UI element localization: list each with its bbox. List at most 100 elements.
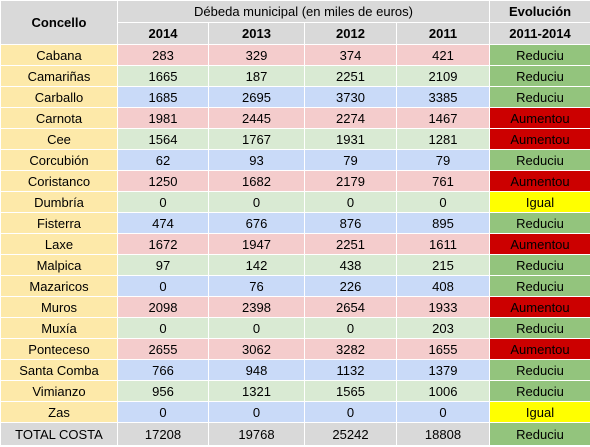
debt-value-cell: 1321 — [208, 380, 305, 402]
table-row: Coristanco 1250 1682 2179 761 Aumentou — [0, 170, 590, 192]
debt-value-cell: 0 — [208, 191, 305, 213]
debt-value-cell: 0 — [304, 317, 397, 339]
debt-value-cell: 1564 — [117, 128, 209, 150]
table-row: Ponteceso 2655 3062 3282 1655 Aumentou — [0, 338, 590, 360]
debt-value-cell: 0 — [395, 401, 491, 423]
debt-value-cell: 142 — [208, 254, 305, 276]
debt-value-cell: 1611 — [395, 233, 491, 255]
debt-value-cell: 1132 — [304, 359, 397, 381]
evolucion-cell: Aumentou — [489, 170, 590, 192]
concello-name: Zas — [0, 401, 118, 423]
debt-value-cell: 0 — [208, 317, 305, 339]
year-header: 2014 — [117, 22, 209, 45]
table-body: Cabana 283 329 374 421 Reduciu Camariñas 1665 18… — [0, 44, 590, 446]
concello-name: Dumbría — [0, 191, 118, 213]
debt-value-cell: 62 — [117, 149, 209, 171]
debt-value-cell: 0 — [304, 401, 397, 423]
debt-value-cell: 1467 — [395, 107, 491, 129]
evolucion-cell: Aumentou — [489, 338, 590, 360]
debt-value-cell: 761 — [395, 170, 491, 192]
evolucion-cell: Reduciu — [489, 212, 590, 234]
year-header: 2011 — [395, 22, 491, 45]
debt-value-cell: 97 — [117, 254, 209, 276]
table-row: Dumbría 0 0 0 0 Igual — [0, 191, 590, 213]
debt-value-cell: 2655 — [117, 338, 209, 360]
debt-value-cell: 1281 — [395, 128, 491, 150]
debt-value-cell: 3730 — [304, 86, 397, 108]
concello-name: Santa Comba — [0, 359, 118, 381]
debt-value-cell: 187 — [208, 65, 305, 87]
evolucion-cell: Reduciu — [489, 275, 590, 297]
debt-value-cell: 0 — [117, 275, 209, 297]
debt-value-cell: 438 — [304, 254, 397, 276]
evolucion-cell: Aumentou — [489, 107, 590, 129]
debt-value-cell: 0 — [208, 401, 305, 423]
debt-value-cell: 766 — [117, 359, 209, 381]
total-label: TOTAL COSTA — [0, 422, 118, 446]
table-row: Fisterra 474 676 876 895 Reduciu — [0, 212, 590, 234]
debt-value-cell: 3062 — [208, 338, 305, 360]
debt-value-cell: 93 — [208, 149, 305, 171]
year-header: 2012 — [304, 22, 397, 45]
concello-name: Carnota — [0, 107, 118, 129]
evolucion-cell: Reduciu — [489, 86, 590, 108]
table-row: Carballo 1685 2695 3730 3385 Reduciu — [0, 86, 590, 108]
debt-value-cell: 2251 — [304, 65, 397, 87]
evolucion-range-header: 2011-2014 — [489, 22, 590, 45]
debt-value-cell: 203 — [395, 317, 491, 339]
debt-value-cell: 2445 — [208, 107, 305, 129]
evolucion-cell: Aumentou — [489, 233, 590, 255]
evolucion-cell: Igual — [489, 401, 590, 423]
total-row: TOTAL COSTA 17208 19768 25242 18808 Reduciu — [0, 422, 590, 446]
debt-value-cell: 948 — [208, 359, 305, 381]
evolucion-cell: Aumentou — [489, 296, 590, 318]
total-value-cell: 18808 — [395, 422, 491, 446]
table-row: Laxe 1672 1947 2251 1611 Aumentou — [0, 233, 590, 255]
total-value-cell: 17208 — [117, 422, 209, 446]
header-row-years: 2014 2013 2012 2011 2011-2014 — [1, 22, 590, 45]
debt-value-cell: 1685 — [117, 86, 209, 108]
table-row: Santa Comba 766 948 1132 1379 Reduciu — [0, 359, 590, 381]
debt-value-cell: 421 — [395, 44, 491, 66]
concello-name: Ponteceso — [0, 338, 118, 360]
table-row: Cabana 283 329 374 421 Reduciu — [0, 44, 590, 66]
debt-value-cell: 876 — [304, 212, 397, 234]
debt-value-cell: 956 — [117, 380, 209, 402]
evolucion-cell: Reduciu — [489, 149, 590, 171]
evolucion-cell: Reduciu — [489, 317, 590, 339]
concello-name: Malpica — [0, 254, 118, 276]
debt-value-cell: 2398 — [208, 296, 305, 318]
debt-value-cell: 79 — [395, 149, 491, 171]
debt-value-cell: 374 — [304, 44, 397, 66]
concello-name: Coristanco — [0, 170, 118, 192]
debt-value-cell: 1981 — [117, 107, 209, 129]
debt-value-cell: 474 — [117, 212, 209, 234]
debt-value-cell: 1006 — [395, 380, 491, 402]
debeda-header: Débeda municipal (en miles de euros) — [116, 0, 491, 23]
evolucion-cell: Reduciu — [489, 44, 590, 66]
evolucion-cell: Reduciu — [489, 359, 590, 381]
evolucion-header: Evolución — [489, 0, 590, 23]
debt-value-cell: 1767 — [208, 128, 305, 150]
concello-header: Concello — [0, 0, 118, 45]
table-row: Muros 2098 2398 2654 1933 Aumentou — [0, 296, 590, 318]
debt-value-cell: 3282 — [304, 338, 397, 360]
table-row: Camariñas 1665 187 2251 2109 Reduciu — [0, 65, 590, 87]
concello-name: Vimianzo — [0, 380, 118, 402]
debt-value-cell: 2109 — [395, 65, 491, 87]
concello-name: Fisterra — [0, 212, 118, 234]
concello-name: Carballo — [0, 86, 118, 108]
debt-value-cell: 76 — [208, 275, 305, 297]
debt-value-cell: 283 — [117, 44, 209, 66]
header-row-top: Concello Débeda municipal (en miles de e… — [0, 0, 590, 45]
debt-value-cell: 1250 — [117, 170, 209, 192]
total-value-cell: 25242 — [304, 422, 397, 446]
evolucion-cell: Aumentou — [489, 128, 590, 150]
debt-value-cell: 0 — [304, 191, 397, 213]
debt-value-cell: 0 — [117, 191, 209, 213]
concello-name: Camariñas — [0, 65, 118, 87]
evolucion-cell: Reduciu — [489, 65, 590, 87]
debt-value-cell: 1933 — [395, 296, 491, 318]
debt-value-cell: 676 — [208, 212, 305, 234]
debt-value-cell: 0 — [395, 191, 491, 213]
